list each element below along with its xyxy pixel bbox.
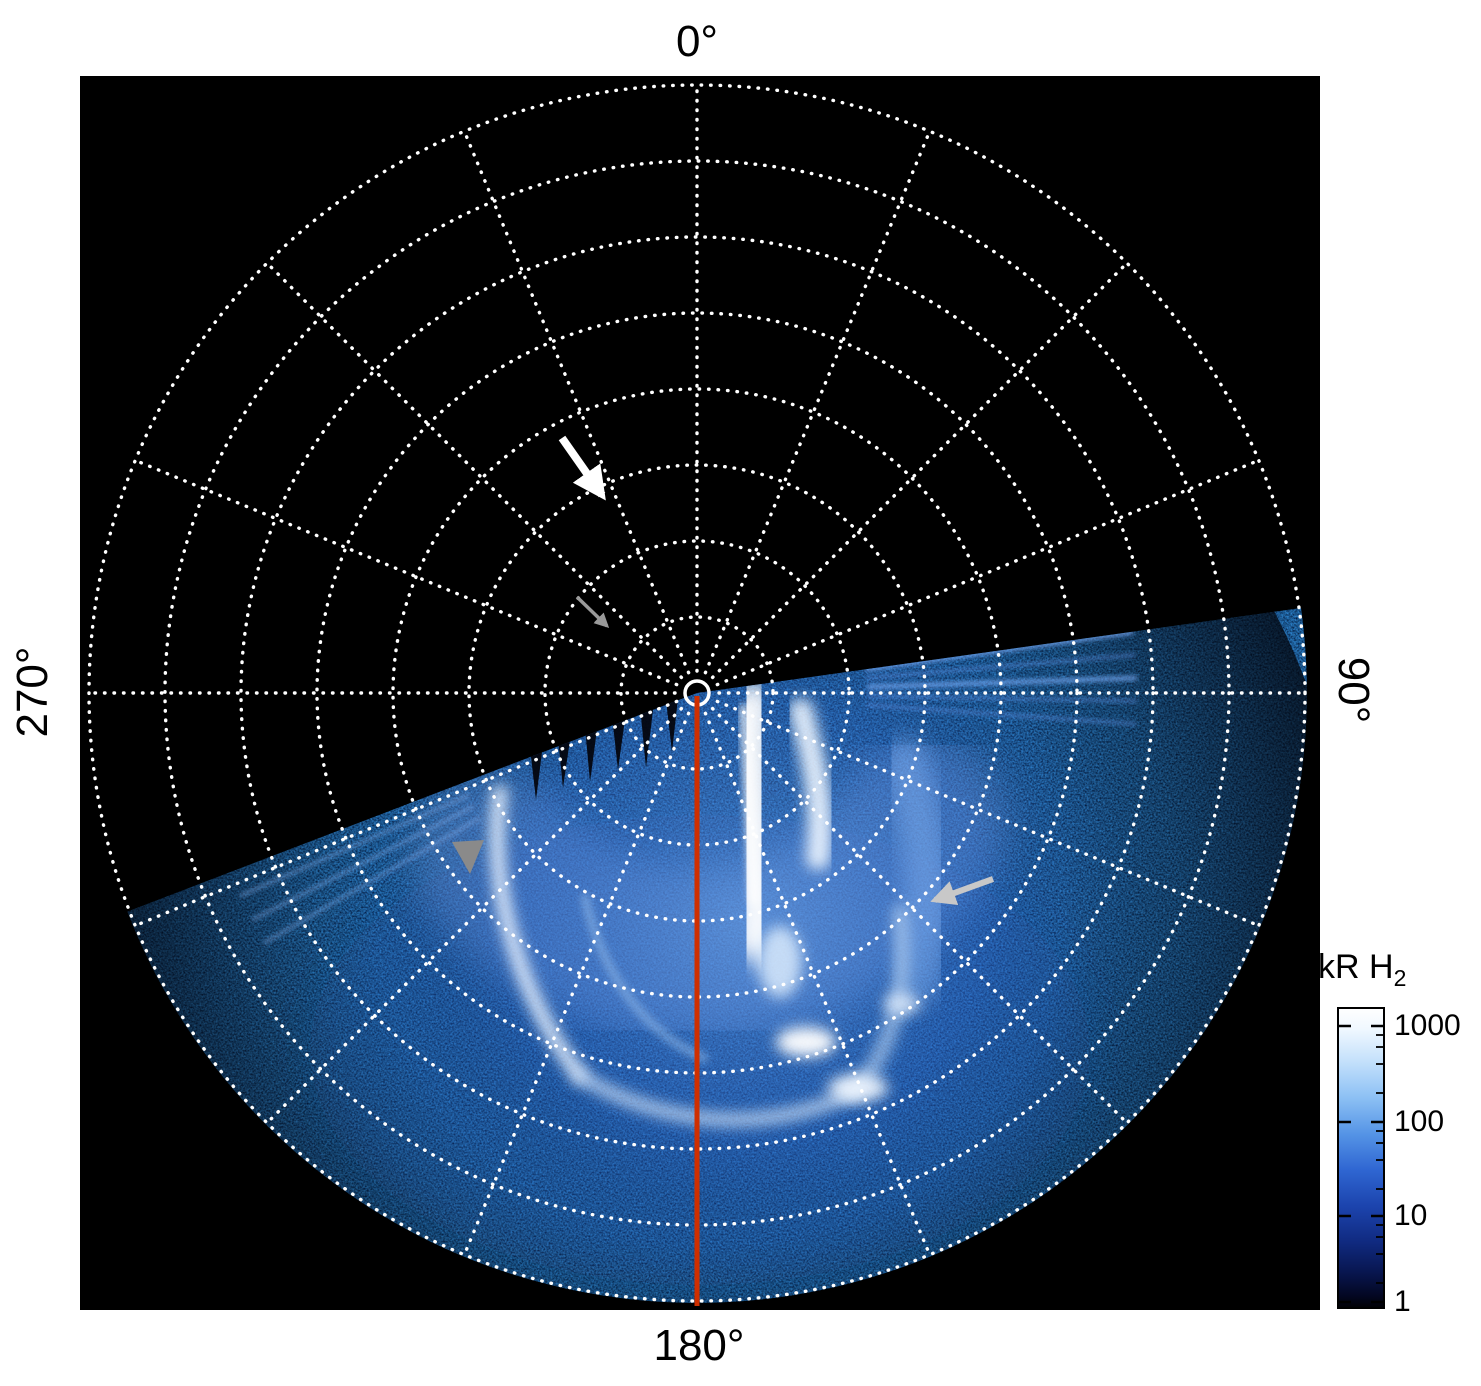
grid-spoke xyxy=(710,706,1128,1124)
colorbar-tick-1000: 1000 xyxy=(1394,1009,1461,1042)
angle-label-90: 90° xyxy=(1329,656,1378,724)
polar-grid xyxy=(87,83,1307,1303)
gray-triangle-marker xyxy=(452,840,484,874)
aurora-bright-arcs xyxy=(489,681,950,1127)
grid-spoke xyxy=(710,262,1128,680)
colorbar-gradient xyxy=(1337,1007,1385,1309)
annotations xyxy=(452,435,995,905)
aurora-striations-left xyxy=(239,793,482,945)
grid-ring xyxy=(315,311,1079,1075)
aurora-bright-patches xyxy=(758,926,920,1102)
colorbar-tick-100: 100 xyxy=(1394,1105,1445,1138)
colorbar-tick-10: 10 xyxy=(1394,1199,1428,1232)
white-arrow xyxy=(558,435,606,501)
angle-label-270: 270° xyxy=(8,646,57,738)
colorbar xyxy=(1337,1007,1385,1309)
colorbar-tick-1: 1 xyxy=(1394,1285,1411,1318)
grid-spoke xyxy=(266,706,684,1124)
colorbar-title: kR H2 xyxy=(1318,948,1406,992)
grid-ring xyxy=(87,83,1307,1303)
gray-arrow-right xyxy=(930,876,995,905)
grid-ring xyxy=(619,615,775,771)
grid-ring xyxy=(467,463,927,923)
angle-label-0: 0° xyxy=(675,17,719,66)
colorbar-title-subscript: 2 xyxy=(1393,964,1407,991)
grid-ring xyxy=(391,387,1003,999)
grid-ring xyxy=(239,235,1155,1151)
colorbar-major-ticks xyxy=(1339,1024,1383,1304)
colorbar-minor-ticks xyxy=(1376,1034,1383,1284)
angle-label-180: 180° xyxy=(653,1321,745,1370)
small-gray-arrow xyxy=(575,595,610,629)
colorbar-title-text: kR H xyxy=(1318,948,1394,986)
grid-spoke xyxy=(266,262,684,680)
